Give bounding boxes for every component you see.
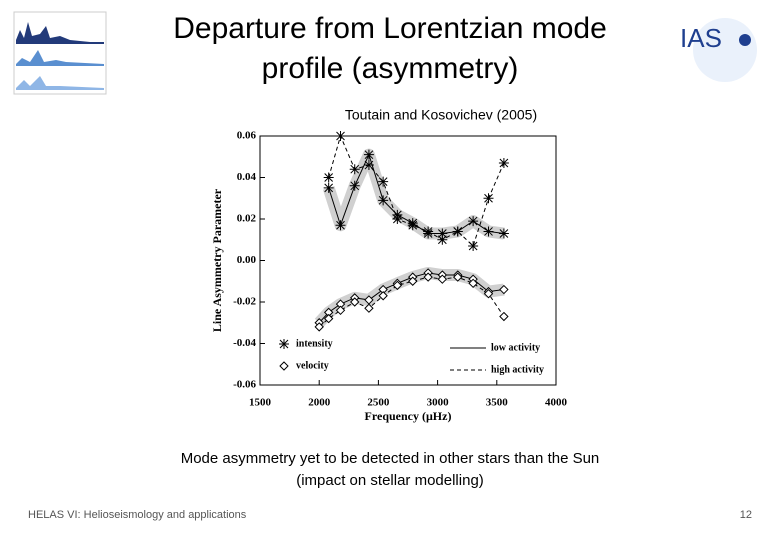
x-tick-label: 2500 bbox=[367, 397, 390, 409]
data-point bbox=[323, 313, 334, 324]
legend-label: velocity bbox=[296, 360, 329, 371]
data-point bbox=[468, 278, 478, 289]
logo-text: IAS bbox=[680, 23, 722, 53]
data-point bbox=[483, 193, 494, 204]
data-point bbox=[499, 311, 509, 322]
data-point bbox=[483, 288, 494, 299]
thumbnail bbox=[13, 11, 107, 95]
y-tick-label: 0.04 bbox=[237, 171, 257, 183]
x-tick-label: 3000 bbox=[427, 397, 450, 409]
data-point bbox=[453, 272, 463, 282]
title-line: Departure from Lorentzian mode bbox=[173, 12, 607, 45]
data-point bbox=[378, 176, 389, 187]
y-tick-label: 0.00 bbox=[237, 254, 257, 266]
data-point bbox=[452, 226, 463, 237]
legend-symbol bbox=[279, 339, 289, 349]
data-point bbox=[378, 195, 389, 206]
data-point bbox=[499, 284, 509, 295]
y-tick-label: 0.06 bbox=[237, 130, 257, 142]
data-point bbox=[363, 160, 374, 171]
data-point bbox=[335, 305, 346, 316]
data-point bbox=[364, 303, 374, 313]
data-point bbox=[423, 272, 433, 282]
y-tick-label: -0.06 bbox=[233, 379, 256, 391]
data-point bbox=[392, 214, 403, 224]
logo: IAS bbox=[680, 18, 757, 82]
x-tick-label: 1500 bbox=[249, 397, 272, 409]
page-number: 12 bbox=[740, 509, 752, 521]
data-point bbox=[349, 180, 360, 191]
data-point bbox=[468, 216, 479, 227]
chart: -0.06 -0.04 -0.02 0.00 0.02 0.04 0.06 1500 2000 2… bbox=[210, 130, 568, 423]
legend-label: low activity bbox=[491, 342, 540, 353]
title-line: profile (asymmetry) bbox=[262, 52, 519, 85]
data-point bbox=[392, 280, 403, 291]
data-point bbox=[437, 274, 448, 284]
data-point bbox=[323, 172, 334, 183]
data-point bbox=[335, 131, 346, 141]
x-tick-label: 3500 bbox=[486, 397, 509, 409]
legend-label: intensity bbox=[296, 338, 333, 349]
data-point bbox=[408, 276, 418, 286]
legend-label: high activity bbox=[491, 364, 544, 375]
data-point bbox=[323, 182, 334, 193]
caption-line: Mode asymmetry yet to be detected in oth… bbox=[181, 450, 600, 467]
data-point bbox=[314, 322, 324, 332]
caption-line: (impact on stellar modelling) bbox=[296, 472, 484, 489]
data-point bbox=[378, 291, 388, 301]
data-point bbox=[498, 157, 509, 168]
data-point bbox=[423, 226, 434, 237]
data-point bbox=[350, 297, 360, 307]
data-point bbox=[468, 240, 479, 251]
data-point bbox=[349, 164, 360, 175]
x-axis-label: Frequency (μHz) bbox=[365, 409, 452, 423]
data-point bbox=[363, 149, 374, 160]
citation: Toutain and Kosovichev (2005) bbox=[345, 107, 537, 123]
data-point bbox=[498, 228, 509, 239]
y-tick-label: 0.02 bbox=[237, 213, 257, 225]
x-tick-label: 2000 bbox=[308, 397, 331, 409]
legend-symbol bbox=[279, 361, 289, 371]
y-tick-label: -0.02 bbox=[233, 296, 256, 308]
x-tick-label: 4000 bbox=[545, 397, 568, 409]
y-axis-label: Line Asymmetry Parameter bbox=[210, 188, 224, 332]
data-point bbox=[335, 220, 346, 231]
data-point bbox=[407, 220, 418, 231]
footer: HELAS VI: Helioseismology and applicatio… bbox=[28, 509, 247, 521]
data-point bbox=[483, 226, 494, 237]
data-point bbox=[437, 234, 448, 245]
y-tick-label: -0.04 bbox=[233, 337, 256, 349]
